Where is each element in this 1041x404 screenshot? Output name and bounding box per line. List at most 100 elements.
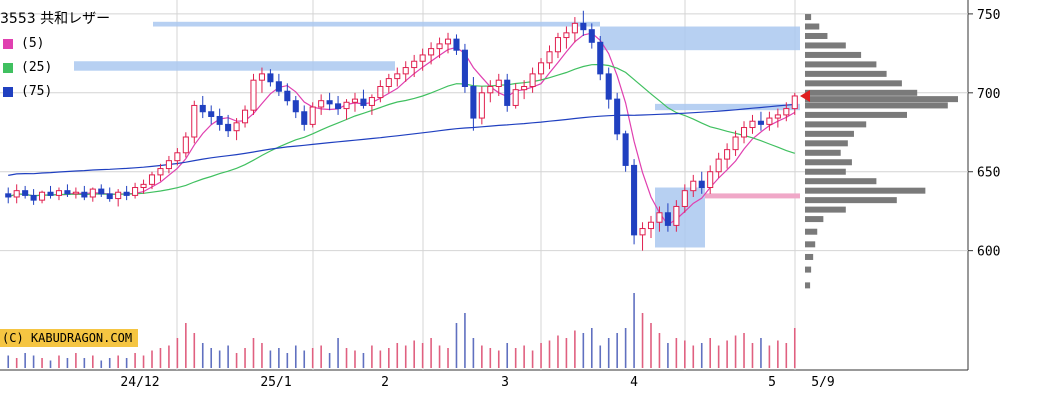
candle-body: [411, 60, 418, 69]
candle-body: [55, 190, 63, 196]
volume-bar: [751, 343, 754, 368]
volume-bar: [675, 338, 678, 368]
y-tick-label: 750: [977, 8, 1000, 23]
candle-body: [106, 193, 113, 200]
legend: (5) (25) (75): [0, 32, 52, 104]
candle-body: [140, 183, 147, 189]
x-tick-label: 3: [501, 375, 509, 390]
volume-bar: [768, 345, 771, 368]
candle-body: [148, 174, 156, 185]
candle-body: [419, 54, 426, 62]
resistance-band: [74, 61, 395, 71]
volume-bar: [531, 350, 534, 368]
resistance-band: [600, 26, 800, 51]
candle-body: [216, 115, 223, 125]
volume-bar: [261, 343, 263, 368]
candle-body: [622, 133, 629, 166]
volume-bar: [49, 360, 52, 368]
candle-body: [258, 73, 265, 81]
volume-bar: [472, 338, 475, 368]
candle-body: [132, 187, 139, 196]
x-tick-label: 5: [768, 375, 776, 390]
volume-bar: [66, 358, 69, 368]
candle-body: [191, 104, 198, 138]
candle-body: [478, 92, 485, 119]
candle-body: [495, 79, 502, 87]
candle-body: [335, 103, 342, 110]
candle-body: [639, 228, 646, 236]
volume-bar: [328, 353, 331, 368]
y-tick-label: 700: [977, 87, 1000, 102]
candle-body: [199, 104, 206, 113]
volume-bar: [464, 313, 466, 368]
candle-body: [791, 95, 798, 110]
volume-bar: [159, 348, 162, 368]
candle-body: [444, 38, 452, 45]
candle-body: [656, 212, 663, 223]
candle-body: [165, 160, 172, 170]
volume-bar: [396, 343, 399, 368]
legend-label: (75): [21, 84, 53, 99]
volume-bar: [548, 340, 551, 368]
page-title: 3553 共和レザー: [0, 8, 110, 28]
candle-body: [30, 194, 37, 201]
volume-profile-bar: [805, 51, 862, 58]
y-tick-label: 650: [977, 166, 1000, 181]
x-tick-label: 4: [630, 375, 638, 390]
candle-body: [749, 120, 756, 129]
candle-body: [436, 43, 443, 50]
candle-body: [72, 191, 79, 195]
stock-title: 3553 共和レザー: [0, 11, 111, 27]
volume-bar: [734, 335, 737, 368]
resistance-band: [153, 21, 600, 27]
candle-body: [13, 190, 20, 198]
candle-body: [774, 114, 781, 119]
volume-profile-bar: [805, 42, 846, 49]
volume-bar: [125, 358, 128, 368]
candle-body: [740, 127, 748, 138]
volume-profile-bar: [805, 61, 877, 68]
volume-profile-bar: [805, 102, 948, 109]
x-tick-label: 25/1: [260, 375, 291, 390]
volume-bar: [785, 343, 788, 368]
candle-body: [664, 212, 671, 226]
volume-bar: [709, 338, 711, 368]
candle-body: [546, 51, 553, 64]
volume-profile-bar: [805, 266, 812, 273]
volume-bar: [117, 355, 119, 368]
volume-bar: [540, 343, 542, 368]
candle-body: [275, 81, 282, 92]
candle-body: [521, 85, 528, 91]
volume-bar: [590, 328, 593, 368]
volume-bar: [269, 350, 272, 368]
volume-bar: [311, 348, 314, 368]
volume-bar: [92, 355, 94, 368]
volume-profile-bar: [805, 241, 816, 248]
volume-profile-bar: [805, 32, 828, 39]
candle-body: [512, 89, 519, 106]
candle-body: [724, 149, 731, 160]
ma25-swatch: [3, 63, 13, 73]
volume-bar: [692, 345, 695, 368]
candle-body: [673, 205, 680, 226]
volume-bar: [83, 358, 86, 368]
volume-bar: [413, 340, 415, 368]
candle-body: [529, 73, 536, 87]
volume-bar: [497, 350, 500, 368]
volume-bar: [438, 345, 441, 368]
candle-body: [690, 180, 697, 192]
volume-profile-bar: [805, 96, 958, 103]
volume-bar: [684, 340, 686, 368]
volume-profile-bar: [805, 197, 897, 204]
candle-body: [732, 136, 739, 151]
candle-body: [360, 98, 367, 106]
volume-bar: [650, 323, 652, 368]
volume-bar: [481, 345, 483, 368]
y-tick-label: 600: [977, 245, 1000, 260]
candle-body: [707, 171, 714, 189]
volume-bar: [151, 350, 153, 368]
volume-bar: [235, 353, 238, 368]
candle-body: [250, 79, 257, 111]
volume-bar: [278, 348, 280, 368]
